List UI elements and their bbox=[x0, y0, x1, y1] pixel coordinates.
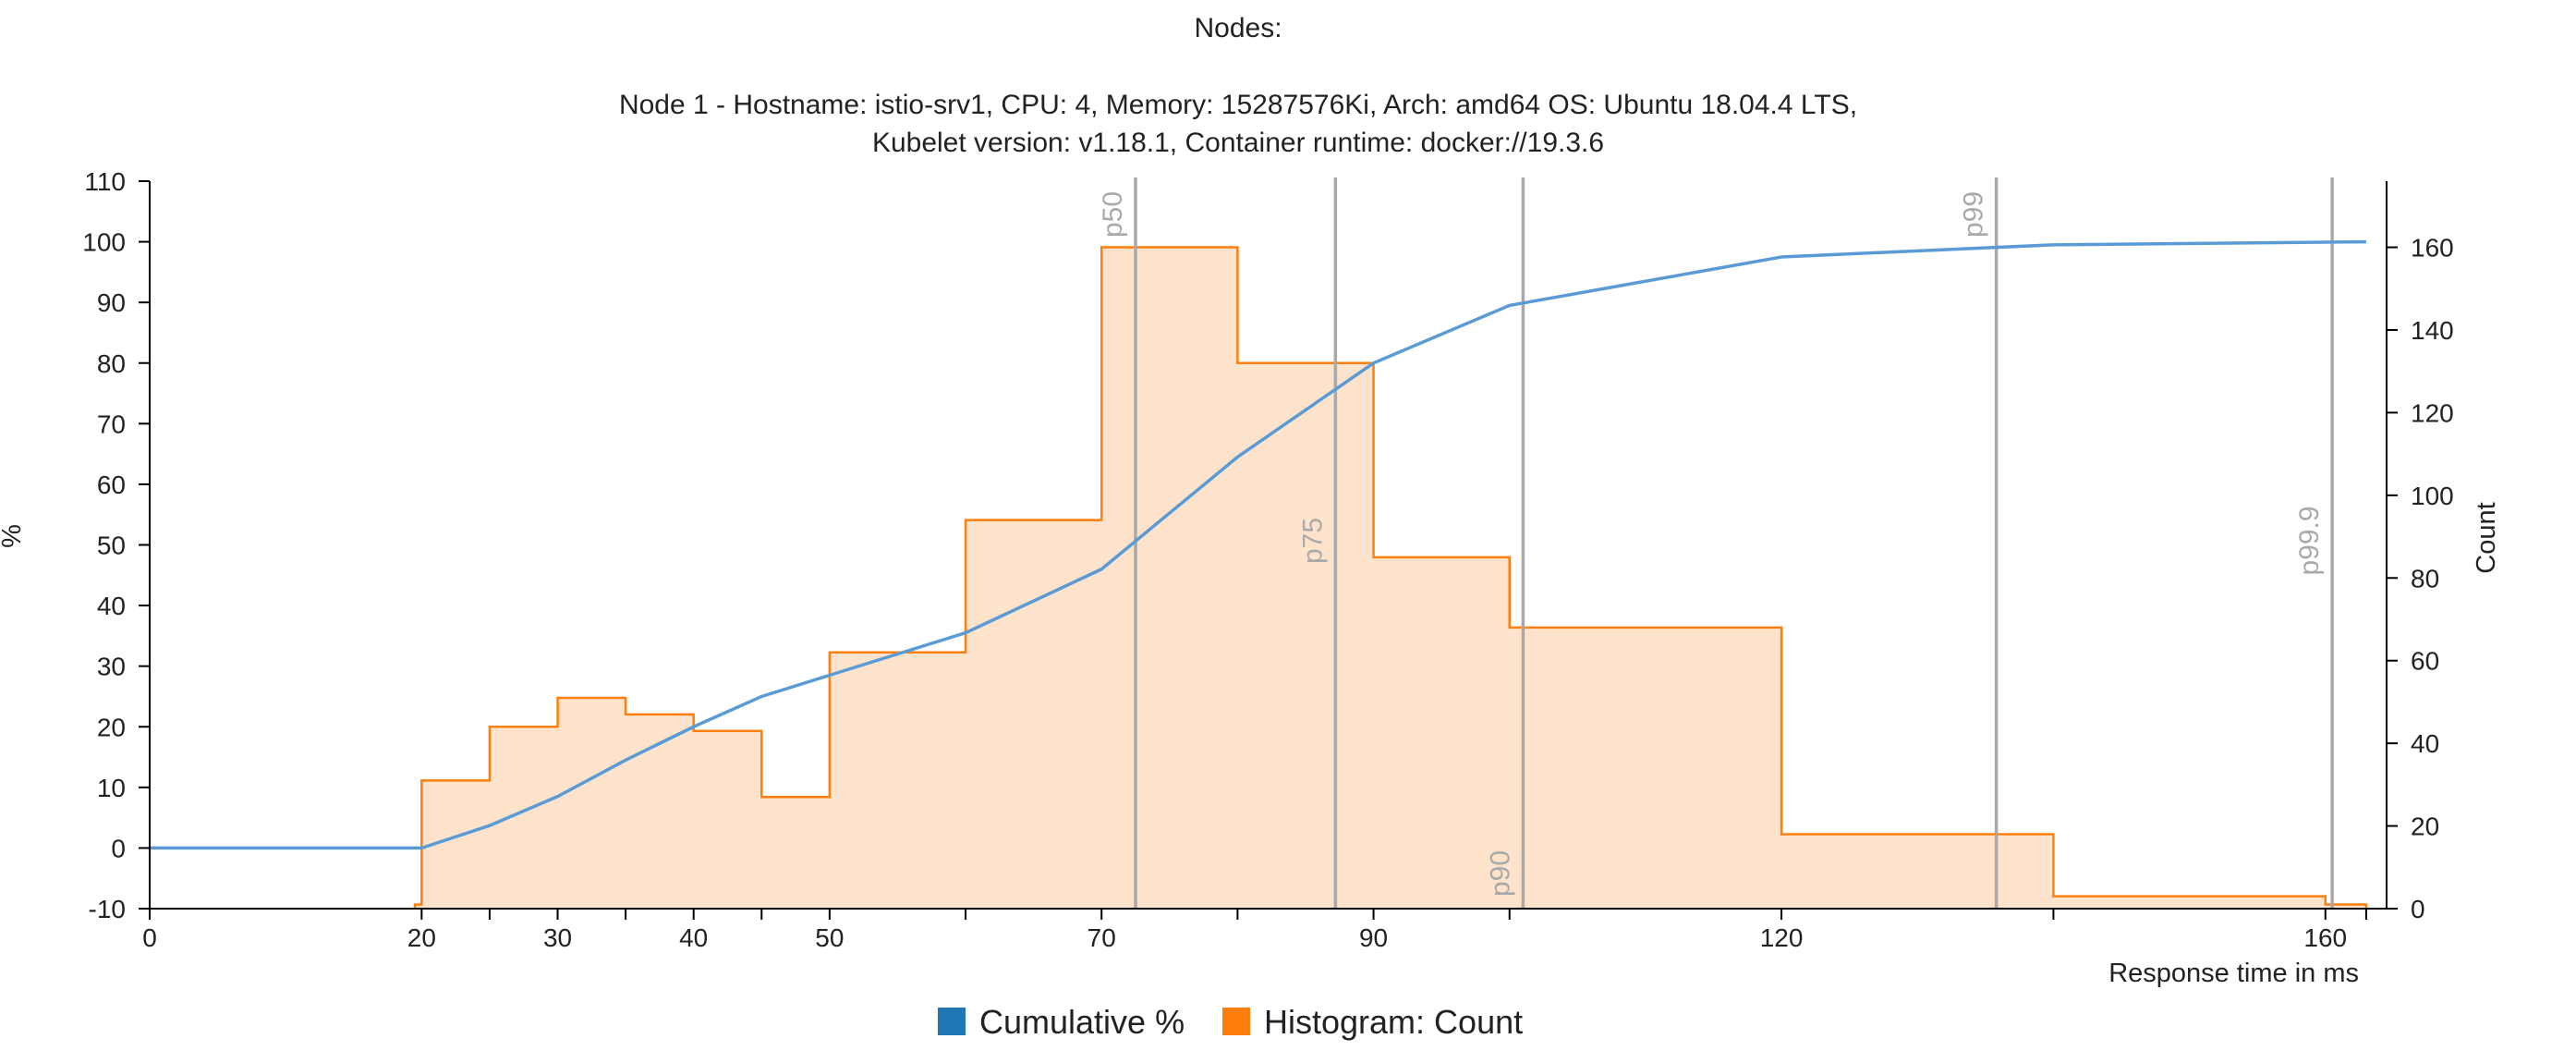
histogram-outline bbox=[413, 246, 2368, 909]
x-axis-title: Response time in ms bbox=[2108, 959, 2359, 988]
y-left-tick-label: -10 bbox=[89, 895, 126, 923]
histogram-bar-3 bbox=[557, 697, 626, 909]
y-axis-left-title: % bbox=[0, 524, 27, 548]
y-right-tick-label: 60 bbox=[2411, 647, 2439, 676]
histogram-bar-13 bbox=[1781, 834, 2054, 909]
x-tick-label: 50 bbox=[815, 923, 844, 952]
percentile-label-p99-9: p99.9 bbox=[2294, 506, 2325, 575]
legend: Cumulative % Histogram: Count bbox=[938, 1003, 1523, 1041]
y-left-tick-label: 40 bbox=[97, 592, 126, 620]
histogram-bar-8 bbox=[966, 519, 1102, 909]
y-right-tick-label: 0 bbox=[2411, 895, 2425, 923]
histogram-bar-7 bbox=[829, 652, 966, 909]
x-tick-label: 0 bbox=[142, 923, 157, 952]
y-right-tick-label: 100 bbox=[2411, 482, 2454, 510]
histogram-bar-14 bbox=[2053, 896, 2326, 909]
cumulative-line-layer bbox=[150, 239, 2366, 850]
histogram-bar-4 bbox=[626, 714, 694, 909]
axes-layer: -10 0 10 20 30 40 50 60 70 80 90 100 110 0 20 40 60 80 100… bbox=[82, 167, 2453, 952]
histogram-bar-9 bbox=[1101, 247, 1238, 910]
y-left-tick-label: 10 bbox=[97, 774, 126, 802]
x-tick-label: 120 bbox=[1760, 923, 1804, 952]
percentile-label-p50: p50 bbox=[1098, 191, 1128, 238]
y-axis-right-title: Count bbox=[2472, 502, 2501, 573]
y-right-tick-label: 140 bbox=[2411, 316, 2454, 345]
histogram-bar-15 bbox=[2325, 904, 2366, 909]
histogram-bar-5 bbox=[693, 730, 762, 909]
y-left-tick-label: 20 bbox=[97, 713, 126, 741]
percentile-label-p90: p90 bbox=[1485, 850, 1515, 897]
legend-label-cumulative[interactable]: Cumulative % bbox=[979, 1003, 1185, 1041]
cumulative-line bbox=[150, 239, 2366, 850]
x-tick-label: 90 bbox=[1359, 923, 1388, 952]
histogram-bar-12 bbox=[1509, 627, 1782, 909]
y-right-tick-label: 160 bbox=[2411, 234, 2454, 263]
legend-swatch-cumulative[interactable] bbox=[938, 1008, 966, 1035]
legend-label-histogram[interactable]: Histogram: Count bbox=[1264, 1003, 1523, 1041]
y-left-tick-label: 80 bbox=[97, 349, 126, 378]
percentile-label-p99: p99 bbox=[1959, 191, 1989, 238]
percentile-lines-layer: p50 p75 p90 p99 p99.9 bbox=[1098, 177, 2334, 909]
y-left-tick-label: 50 bbox=[97, 532, 126, 560]
percentile-label-p75: p75 bbox=[1297, 518, 1328, 564]
x-tick-label: 70 bbox=[1088, 923, 1116, 952]
histogram-bar-10 bbox=[1237, 362, 1374, 909]
y-right-tick-label: 40 bbox=[2411, 729, 2439, 758]
y-left-tick-label: 30 bbox=[97, 653, 126, 681]
y-right-tick-label: 80 bbox=[2411, 564, 2439, 593]
chart-title: Nodes: bbox=[1194, 13, 1282, 43]
y-right-tick-label: 20 bbox=[2411, 813, 2439, 841]
x-tick-label: 20 bbox=[407, 923, 436, 952]
x-tick-label: 40 bbox=[679, 923, 708, 952]
histogram-bar-0 bbox=[414, 904, 422, 909]
histogram-bar-6 bbox=[761, 797, 830, 909]
y-left-tick-label: 60 bbox=[97, 470, 126, 499]
chart-subtitle-line-1: Node 1 - Hostname: istio-srv1, CPU: 4, M… bbox=[619, 90, 1857, 120]
histogram-bar-11 bbox=[1373, 556, 1510, 909]
histogram-layer bbox=[413, 246, 2368, 910]
x-tick-label: 30 bbox=[543, 923, 572, 952]
chart-subtitle-line-2: Kubelet version: v1.18.1, Container runt… bbox=[872, 128, 1604, 158]
x-tick-label: 160 bbox=[2303, 923, 2347, 952]
y-left-tick-label: 110 bbox=[84, 167, 126, 196]
legend-swatch-histogram[interactable] bbox=[1222, 1008, 1250, 1035]
y-left-tick-label: 100 bbox=[82, 228, 126, 257]
y-left-tick-label: 90 bbox=[97, 288, 126, 317]
y-left-tick-label: 0 bbox=[111, 834, 126, 862]
histogram-bar-2 bbox=[489, 727, 558, 909]
y-left-tick-label: 70 bbox=[97, 409, 126, 438]
y-right-tick-label: 120 bbox=[2411, 398, 2454, 427]
